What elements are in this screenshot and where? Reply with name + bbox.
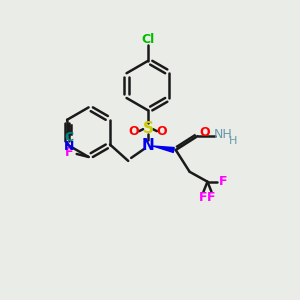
Text: F: F [199, 191, 208, 204]
Text: F: F [207, 191, 216, 204]
Text: H: H [229, 136, 237, 146]
Text: F: F [219, 175, 228, 188]
Text: C: C [64, 131, 74, 144]
Polygon shape [153, 146, 174, 152]
Text: F: F [64, 146, 73, 160]
Text: NH: NH [214, 128, 233, 141]
Text: S: S [142, 121, 154, 136]
Text: O: O [129, 125, 140, 138]
Text: O: O [157, 125, 167, 138]
Text: N: N [64, 140, 74, 153]
Text: Cl: Cl [141, 32, 154, 46]
Text: N: N [142, 137, 154, 152]
Text: O: O [199, 126, 210, 139]
